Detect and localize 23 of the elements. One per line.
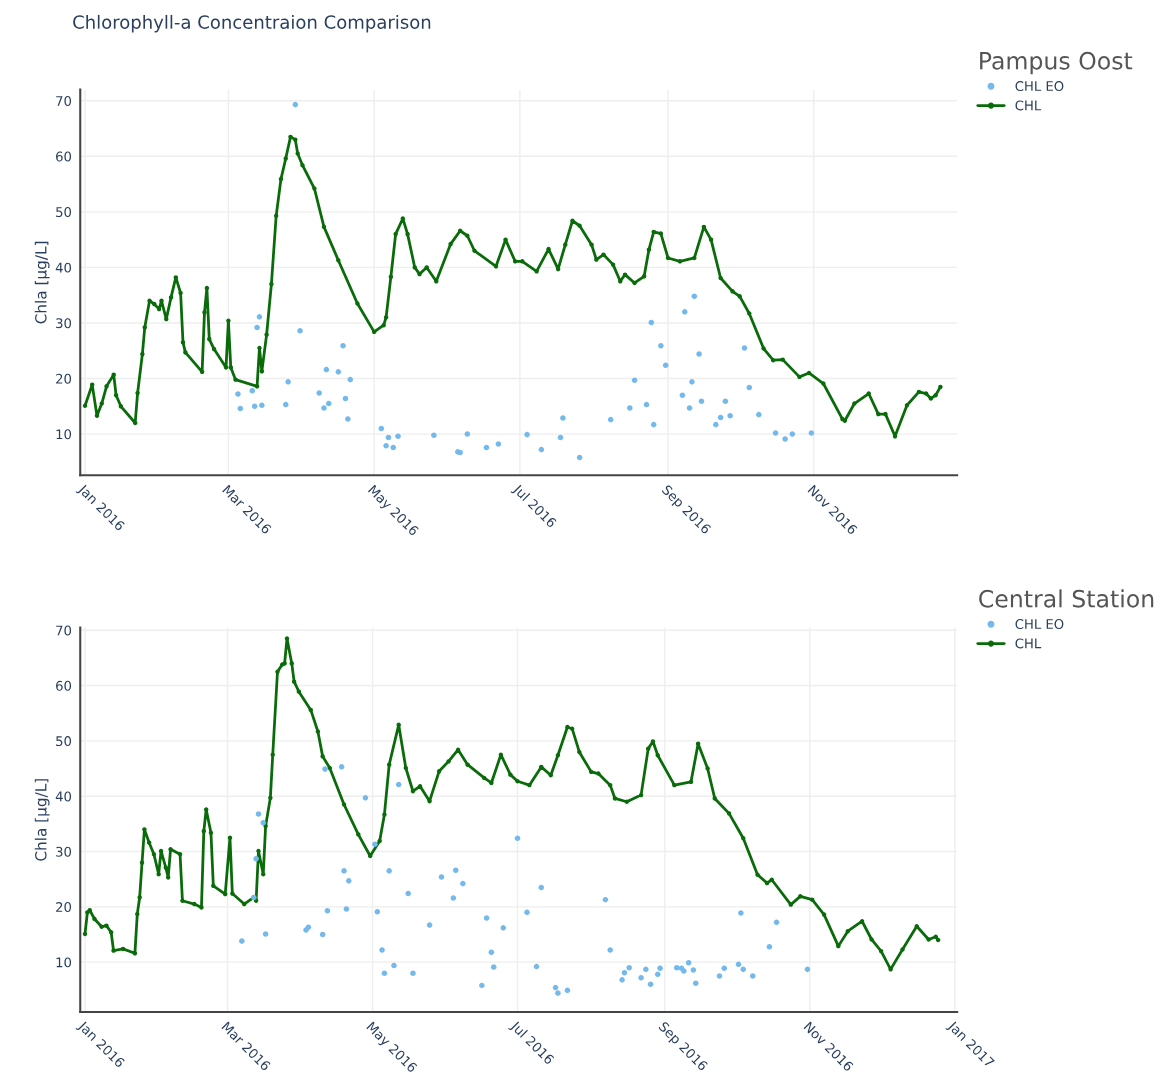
legend-title: Pampus Oost <box>980 51 1133 75</box>
text: Chlorophyll-a Concentraion Comparison <box>73 14 431 33</box>
y-tick-label: 20 <box>56 902 72 913</box>
y-tick-label: 30 <box>56 846 72 857</box>
y-tick-label: 40 <box>55 791 72 802</box>
legend-label: CHL <box>1015 638 1042 649</box>
y-tick-label: 60 <box>56 151 72 162</box>
y-tick-label: 50 <box>56 207 72 218</box>
legend-label: CHL EO <box>1015 81 1064 92</box>
y-tick-label: 70 <box>56 95 72 106</box>
y-tick-label: 20 <box>56 373 72 384</box>
legend-title: Central Station <box>979 589 1154 608</box>
y-tick-label: 10 <box>56 429 72 440</box>
y-axis-title: Chla [µg/L] <box>34 779 50 861</box>
legend-label: CHL EO <box>1015 619 1064 630</box>
y-tick-label: 70 <box>56 625 72 636</box>
y-axis-title: Chla [µg/L] <box>34 241 50 324</box>
y-tick-label: 50 <box>56 736 72 747</box>
y-tick-label: 30 <box>56 318 72 329</box>
y-tick-label: 60 <box>56 680 72 691</box>
y-tick-label: 40 <box>55 262 72 273</box>
y-tick-label: 10 <box>56 957 72 968</box>
legend-label: CHL <box>1015 100 1042 111</box>
